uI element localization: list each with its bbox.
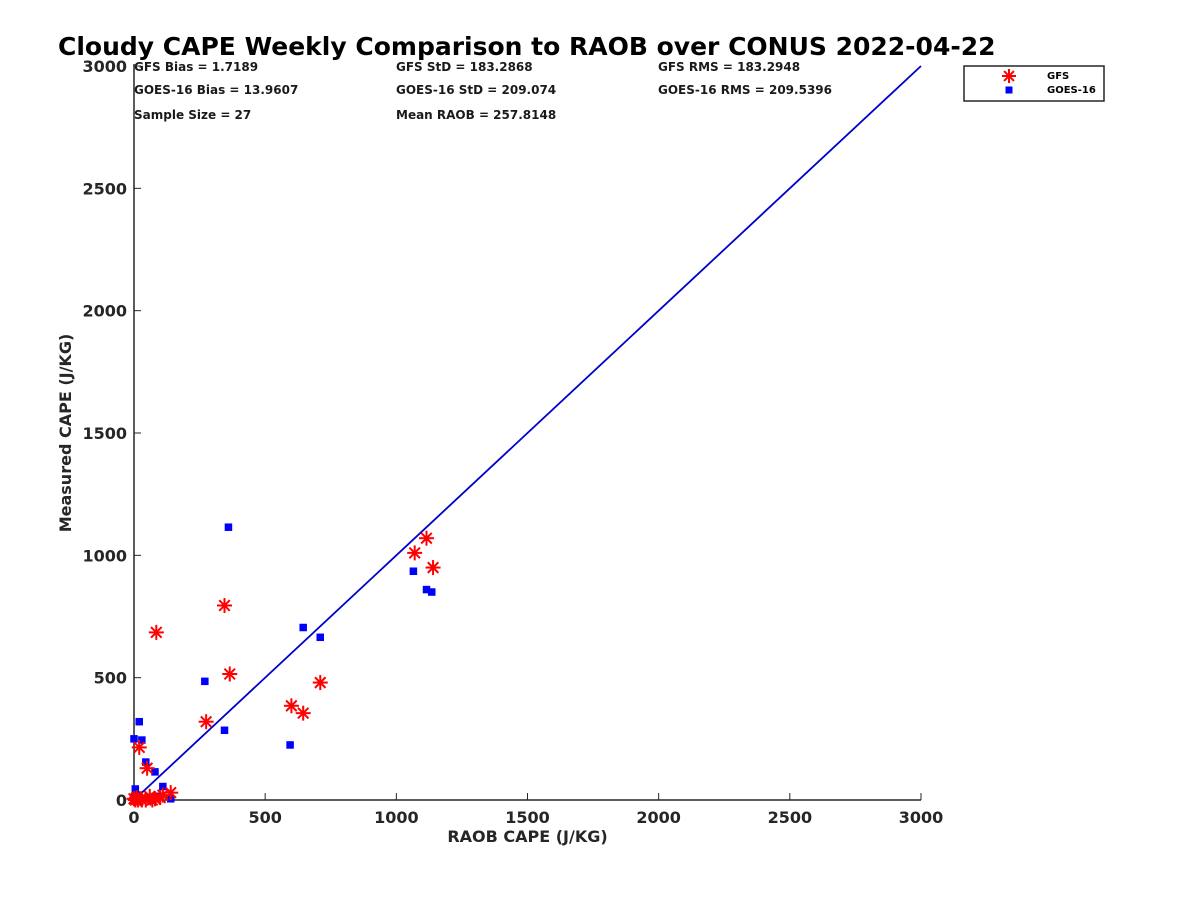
goes16-point [131,785,140,793]
goes16-point [220,726,229,735]
x-tick-label: 500 [248,808,281,827]
y-tick-label: 2000 [82,302,127,321]
stat-gfs-bias: GFS Bias = 1.7189 [134,60,258,74]
one-to-one-line [133,65,922,801]
data-points [126,523,441,808]
legend-goes16-marker [1005,86,1013,94]
goes16-point [286,741,294,749]
goes16-point [130,735,138,743]
x-axis-label: RAOB CAPE (J/KG) [447,827,607,846]
gfs-point [283,698,299,714]
y-tick-label: 1000 [82,546,127,565]
goes16-point [151,768,159,776]
stat-goes-bias: GOES-16 Bias = 13.9607 [134,83,298,97]
y-tick-label: 1500 [82,424,127,443]
reference-line-group [133,65,922,801]
legend-goes16-label: GOES-16 [1047,85,1096,96]
legend: GFS GOES-16 [963,65,1105,102]
goes16-point [299,623,307,632]
goes16-point [142,758,150,766]
gfs-point [131,739,147,755]
y-tick-label: 3000 [82,57,127,76]
x-tick-label: 2000 [636,808,681,827]
series-gfs [126,530,441,808]
stat-sample-size: Sample Size = 27 [134,108,251,122]
goes16-point [138,736,146,744]
legend-box [963,65,1105,102]
gfs-point [139,760,155,776]
y-tick-label: 500 [94,669,127,688]
stat-gfs-std: GFS StD = 183.2868 [396,60,533,74]
goes16-point [316,633,325,642]
stat-mean-raob: Mean RAOB = 257.8148 [396,108,556,122]
stat-goes-rms: GOES-16 RMS = 209.5396 [658,83,832,97]
gfs-point [425,560,441,576]
goes16-point [135,717,143,726]
chart-title: Cloudy CAPE Weekly Comparison to RAOB ov… [58,32,996,61]
goes16-point [201,677,209,686]
x-tick-label: 1500 [505,808,550,827]
gfs-point [295,705,311,721]
stat-gfs-rms: GFS RMS = 183.2948 [658,60,800,74]
x-tick-label: 3000 [899,808,944,827]
y-tick-label: 0 [116,791,127,810]
gfs-point [222,666,238,682]
gfs-point [163,785,179,801]
y-axis-label: Measured CAPE (J/KG) [56,334,75,533]
legend-gfs-marker [1002,69,1016,83]
legend-gfs-label: GFS [1047,71,1069,82]
y-tick-label: 2500 [82,179,127,198]
goes16-point [409,567,418,575]
x-tick-label: 2500 [768,808,813,827]
goes16-point [422,585,431,594]
gfs-point [407,545,423,561]
gfs-point [419,530,435,546]
goes16-point [159,782,167,791]
goes16-point [427,588,436,596]
goes16-point [224,523,233,531]
x-tick-label: 1000 [374,808,419,827]
gfs-point [217,597,233,613]
gfs-point [312,675,328,691]
stat-goes-std: GOES-16 StD = 209.074 [396,83,556,97]
gfs-point [198,714,214,730]
axes: 0 500 1000 1500 2000 2500 3000 0 500 1000 1500 2000… [82,57,943,827]
gfs-point [148,624,164,640]
x-tick-label: 0 [128,808,139,827]
